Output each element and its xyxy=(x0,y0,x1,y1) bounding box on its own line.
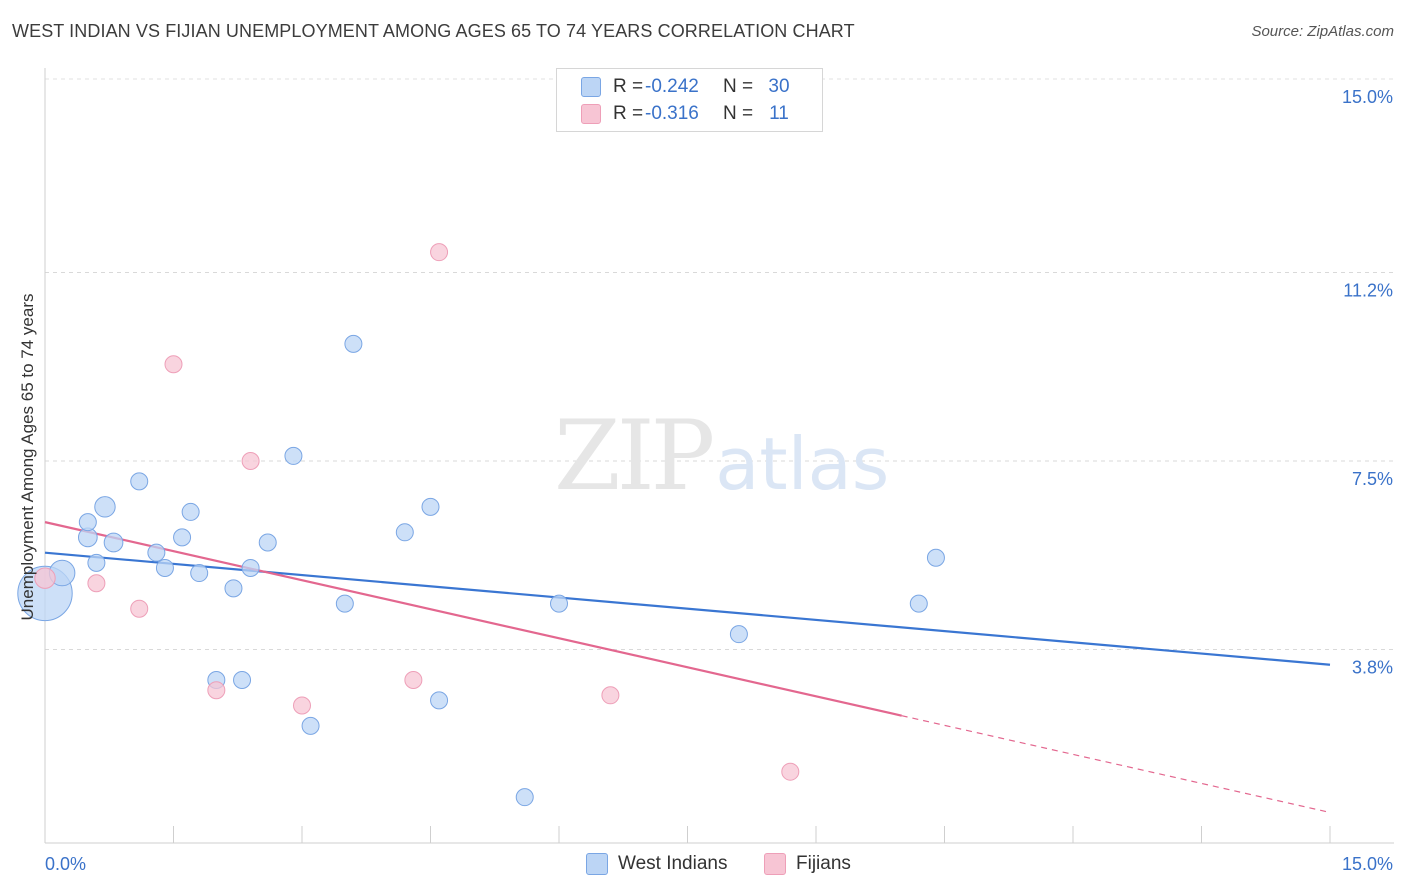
west-indians-legend-swatch xyxy=(586,853,608,875)
trend-line-west-indians xyxy=(44,551,1331,666)
fijians-point xyxy=(34,567,56,589)
west-indians-point xyxy=(190,564,209,583)
watermark: ZIPatlas xyxy=(554,400,889,512)
west-indians-point xyxy=(421,497,440,516)
fijians-point xyxy=(207,681,226,700)
fijians-point xyxy=(241,452,260,470)
legend-r-label: R = xyxy=(613,103,644,124)
west-indians-point xyxy=(181,502,200,521)
trend-line-fijians xyxy=(44,521,902,717)
fijians-point xyxy=(404,671,423,690)
legend-row-fijians: R = -0.316 N = 11 xyxy=(581,102,797,126)
legend-n-label: N = xyxy=(723,76,754,97)
fijians-point xyxy=(87,574,106,593)
fijians-legend-swatch xyxy=(764,853,786,875)
west-indians-legend-label: West Indians xyxy=(618,853,728,874)
tick-label-layer: 3.8% 7.5% 11.2% 15.0% 0.0% 15.0% xyxy=(45,87,1393,874)
west-indians-point xyxy=(301,716,320,735)
point-layer xyxy=(17,243,945,807)
west-indians-point xyxy=(94,496,116,518)
west-indians-point xyxy=(78,513,97,532)
west-indians-point xyxy=(344,334,363,353)
y-tick-label: 11.2% xyxy=(1343,281,1393,301)
west-indians-point xyxy=(103,532,124,553)
west-indians-point xyxy=(909,594,928,613)
axis-layer xyxy=(44,68,1394,844)
fijians-swatch xyxy=(581,104,601,124)
legend-r-value: -0.316 xyxy=(645,103,699,124)
west-indians-point xyxy=(130,472,149,491)
legend-r-label: R = xyxy=(613,76,644,97)
west-indians-point xyxy=(284,446,303,465)
west-indians-point xyxy=(224,579,243,598)
correlation-legend: R = -0.242 N = 30 R = -0.316 N = 11 xyxy=(556,68,823,132)
x-tick-label: 15.0% xyxy=(1342,854,1393,874)
west-indians-point xyxy=(147,543,166,562)
west-indians-swatch xyxy=(581,77,601,97)
west-indians-point xyxy=(233,671,252,690)
trend-line-extension xyxy=(901,715,1331,814)
trend-layer xyxy=(44,521,1331,814)
y-tick-label: 3.8% xyxy=(1352,657,1393,677)
west-indians-point xyxy=(430,691,449,710)
y-axis-label: Unemployment Among Ages 65 to 74 years xyxy=(18,293,37,621)
legend-r-value: -0.242 xyxy=(645,76,699,97)
y-tick-label: 7.5% xyxy=(1352,469,1393,489)
west-indians-point xyxy=(258,533,277,552)
fijians-point xyxy=(430,243,449,262)
fijians-point xyxy=(293,696,311,715)
west-indians-point xyxy=(173,528,192,547)
legend-item-west-indians[interactable]: West Indians xyxy=(586,852,727,876)
fijians-point xyxy=(130,599,149,618)
legend-n-value: 11 xyxy=(769,103,789,124)
x-tick-label: 0.0% xyxy=(45,854,86,874)
fijians-point xyxy=(781,762,800,781)
chart-title: WEST INDIAN VS FIJIAN UNEMPLOYMENT AMONG… xyxy=(12,21,855,41)
west-indians-point xyxy=(515,788,534,807)
west-indians-point xyxy=(87,553,106,572)
y-tick-label: 15.0% xyxy=(1342,87,1393,107)
watermark-atlas: atlas xyxy=(715,422,890,506)
west-indians-point xyxy=(155,558,174,577)
fijians-point xyxy=(164,355,183,374)
fijians-point xyxy=(601,686,620,705)
west-indians-point xyxy=(335,594,354,613)
west-indians-point xyxy=(550,594,568,613)
chart-source: Source: ZipAtlas.com xyxy=(1251,23,1394,40)
watermark-zip: ZIP xyxy=(554,400,715,512)
west-indians-point xyxy=(926,548,945,567)
west-indians-point xyxy=(395,523,414,542)
west-indians-point xyxy=(729,625,748,644)
fijians-legend-label: Fijians xyxy=(796,853,851,874)
legend-row-west-indians: R = -0.242 N = 30 xyxy=(581,75,797,99)
legend-item-fijians[interactable]: Fijians xyxy=(764,852,851,876)
legend-n-value: 30 xyxy=(768,76,790,97)
legend-n-label: N = xyxy=(723,103,754,124)
west-indians-point xyxy=(241,558,260,577)
